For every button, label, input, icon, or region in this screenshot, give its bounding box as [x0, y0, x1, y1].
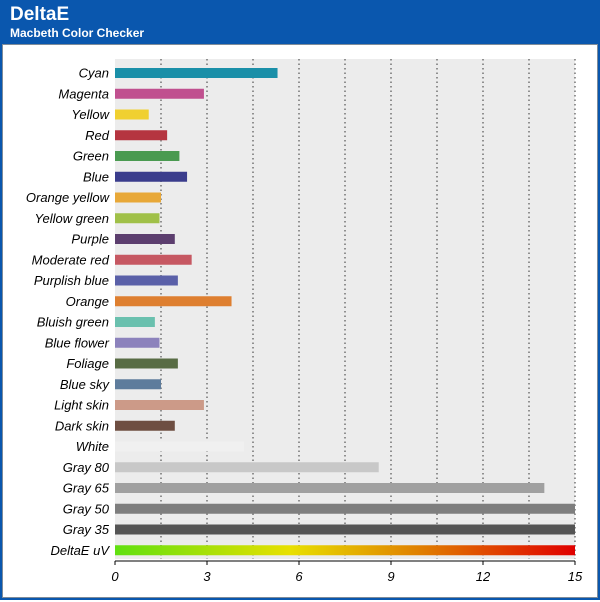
bar-dark-skin	[115, 420, 175, 431]
category-label: Green	[73, 149, 109, 164]
bar-gray-80	[115, 462, 379, 473]
category-label: Cyan	[79, 66, 109, 81]
bar-blue	[115, 171, 188, 182]
bar-green	[115, 151, 180, 161]
chart-subtitle: Macbeth Color Checker	[10, 26, 145, 40]
bar-light-skin	[115, 400, 204, 410]
x-tick-label: 12	[476, 569, 491, 584]
plot-panel: Cyan Magenta Yellow Red Green Blue Orange yell…	[2, 44, 598, 598]
category-label: Gray 35	[63, 522, 110, 537]
category-label: Orange	[66, 294, 109, 309]
bar-purple	[115, 234, 175, 244]
x-tick-label: 9	[387, 569, 394, 584]
bar-gray-65	[115, 483, 545, 493]
bar-magenta	[115, 88, 204, 99]
category-label: Moderate red	[32, 252, 110, 267]
bar-bluish-green	[115, 317, 155, 327]
bar-orange	[115, 296, 232, 307]
bar-purplish-blue	[115, 275, 178, 286]
x-tick-label: 6	[295, 569, 303, 584]
bar-blue-flower	[115, 337, 160, 348]
bar-white	[115, 441, 244, 452]
category-label: Yellow	[71, 107, 110, 122]
x-tick-label: 15	[568, 569, 583, 584]
category-label: Purple	[71, 232, 109, 247]
bar-blue-sky	[115, 379, 161, 390]
bar-yellow-green	[115, 213, 160, 224]
category-label: Blue flower	[45, 335, 110, 350]
category-label: Dark skin	[55, 418, 109, 433]
bar-deltae-uv	[115, 545, 575, 556]
bar-red	[115, 130, 168, 141]
bar-yellow	[115, 109, 149, 120]
bar-gray-50	[115, 503, 575, 514]
bar-chart: Cyan Magenta Yellow Red Green Blue Orange yell…	[26, 59, 583, 584]
bar-gray-35	[115, 524, 575, 535]
bar-orange-yellow	[115, 192, 161, 203]
category-label: DeltaE uV	[50, 543, 110, 558]
plot-background	[115, 59, 575, 559]
category-label: Blue	[83, 169, 109, 184]
x-tick-label: 3	[203, 569, 211, 584]
category-label: Gray 50	[63, 501, 110, 516]
bar-moderate-red	[115, 254, 192, 265]
category-label: Purplish blue	[34, 273, 109, 288]
category-label: Red	[85, 128, 110, 143]
category-label: Orange yellow	[26, 190, 111, 205]
category-label: Magenta	[58, 86, 109, 101]
category-label: Light skin	[54, 398, 109, 413]
bar-foliage	[115, 358, 178, 369]
chart-title: DeltaE	[10, 4, 70, 25]
category-label: Foliage	[66, 356, 109, 371]
category-label: Gray 80	[63, 460, 110, 475]
x-tick-label: 0	[111, 569, 119, 584]
category-label: Bluish green	[37, 315, 109, 330]
category-label: Gray 65	[63, 481, 110, 496]
category-label: Yellow green	[35, 211, 109, 226]
bar-cyan	[115, 68, 278, 78]
category-label: Blue sky	[60, 377, 111, 392]
category-label: White	[76, 439, 109, 454]
